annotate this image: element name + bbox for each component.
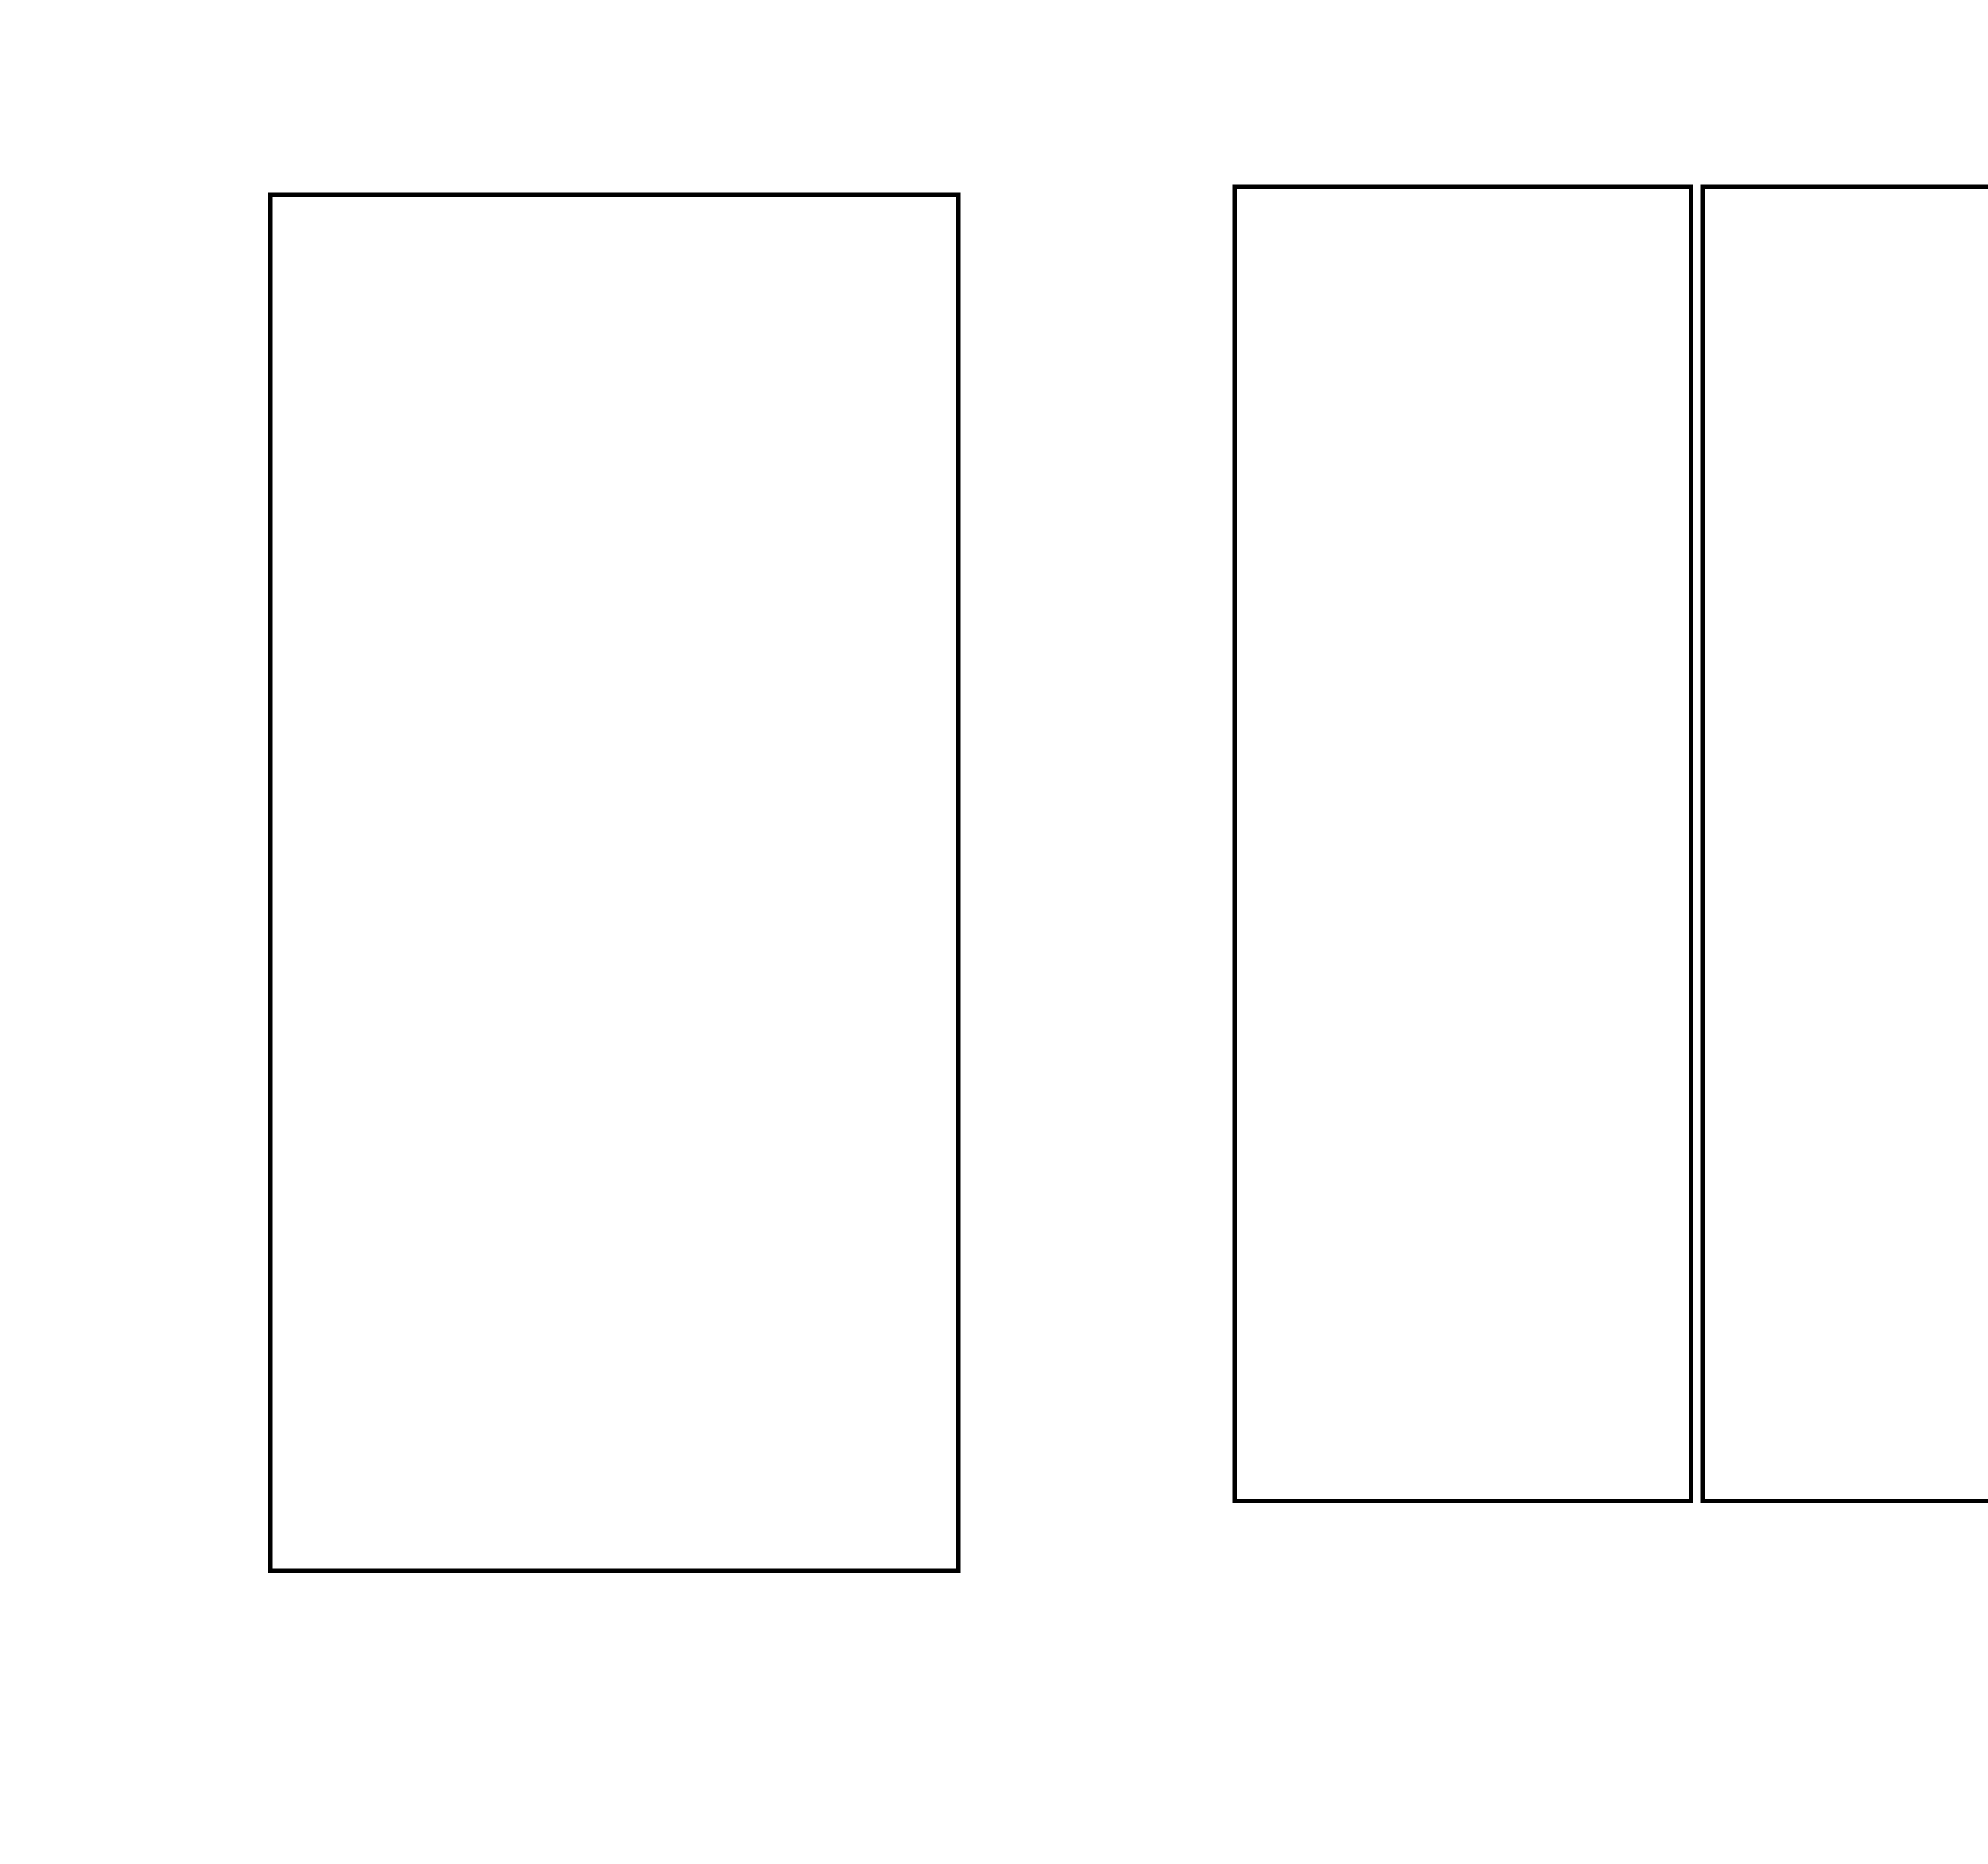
response-chart bbox=[268, 192, 961, 1573]
plot-frame bbox=[1700, 184, 1988, 1503]
plot-frame bbox=[268, 192, 961, 1573]
band-diagram-a bbox=[1232, 184, 1693, 1503]
band-diagram-b bbox=[1700, 184, 1988, 1503]
legend bbox=[425, 260, 517, 358]
plot-frame bbox=[1232, 184, 1693, 1503]
